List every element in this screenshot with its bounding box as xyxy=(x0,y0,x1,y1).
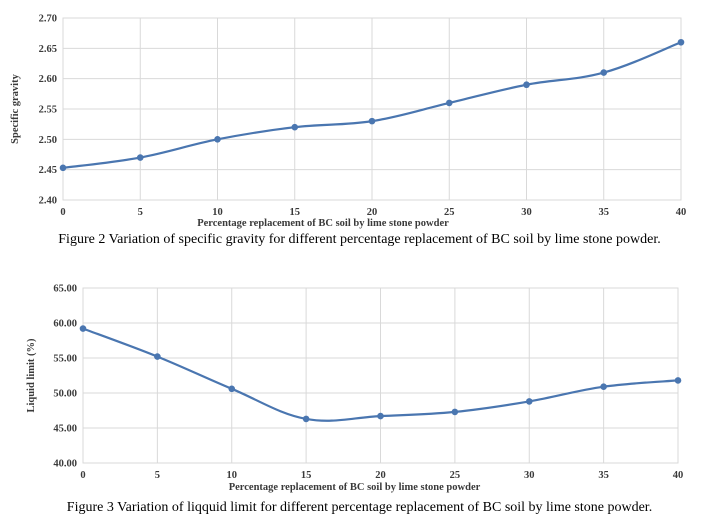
data-point xyxy=(79,325,87,332)
data-point xyxy=(302,415,310,423)
y-tick-label: 2.55 xyxy=(39,105,57,116)
x-tick-label: 25 xyxy=(444,207,455,218)
y-tick-label: 2.40 xyxy=(39,196,57,207)
y-tick-label: 55.00 xyxy=(53,354,77,365)
data-point xyxy=(600,69,608,76)
y-tick-label: 2.45 xyxy=(39,165,57,176)
x-tick-label: 20 xyxy=(367,207,378,218)
y-tick-label: 40.00 xyxy=(53,459,77,470)
data-point xyxy=(368,117,376,125)
data-point xyxy=(677,38,685,46)
x-tick-label: 35 xyxy=(599,207,610,218)
data-point xyxy=(291,123,299,131)
x-tick-label: 20 xyxy=(375,470,386,481)
x-tick-label: 25 xyxy=(450,470,461,481)
x-tick-label: 10 xyxy=(227,470,238,481)
x-tick-label: 10 xyxy=(212,207,223,218)
data-point xyxy=(674,377,682,384)
y-tick-label: 45.00 xyxy=(53,424,77,435)
data-point xyxy=(525,398,533,405)
y-tick-label: 2.50 xyxy=(39,135,57,146)
data-point xyxy=(59,164,67,172)
x-tick-label: 5 xyxy=(155,470,160,481)
data-point xyxy=(445,99,453,107)
data-point xyxy=(523,81,530,89)
x-axis-title: Percentage replacement of BC soil by lim… xyxy=(229,482,481,493)
x-tick-label: 40 xyxy=(676,207,687,218)
data-point xyxy=(600,383,607,390)
data-point xyxy=(228,385,236,393)
specific-gravity-chart: 2.40 2.45 2.50 2.55 2.60 2.65 2.70 0 5 10 15 20 25 30… xyxy=(10,14,687,230)
data-point xyxy=(451,408,459,416)
data-point xyxy=(154,353,161,360)
x-tick-label: 0 xyxy=(60,207,65,218)
y-tick-label: 60.00 xyxy=(53,319,77,330)
y-tick-label: 2.65 xyxy=(39,44,57,55)
x-tick-label: 15 xyxy=(290,207,301,218)
y-axis-title: Specific gravity xyxy=(10,73,21,143)
figure-caption: Figure 3 Variation of liqquid limit for … xyxy=(66,500,653,515)
y-tick-label: 65.00 xyxy=(53,284,77,295)
x-axis-title: Percentage replacement of BC soil by lim… xyxy=(197,218,449,229)
data-point xyxy=(136,154,144,161)
data-point xyxy=(214,136,221,143)
y-tick-label: 2.70 xyxy=(39,14,57,25)
x-tick-label: 30 xyxy=(524,470,535,481)
y-tick-label: 2.60 xyxy=(39,74,57,85)
x-tick-label: 40 xyxy=(673,470,684,481)
y-axis-title: Liquid limit (%) xyxy=(26,338,37,413)
x-tick-label: 30 xyxy=(521,207,532,218)
x-tick-label: 0 xyxy=(80,470,85,481)
y-tick-label: 50.00 xyxy=(53,389,77,400)
liquid-limit-chart: 40.00 45.00 50.00 55.00 60.00 65.00 0 5 10 15 20 25… xyxy=(26,284,684,494)
data-point xyxy=(377,412,384,420)
x-tick-label: 5 xyxy=(138,207,143,218)
x-tick-label: 15 xyxy=(301,470,312,481)
figure-specific-gravity: 2.40 2.45 2.50 2.55 2.60 2.65 2.70 0 5 10 15 20 25 30… xyxy=(10,14,687,248)
figure-caption: Figure 2 Variation of specific gravity f… xyxy=(58,232,661,247)
x-tick-label: 35 xyxy=(598,470,609,481)
figure-liquid-limit: 40.00 45.00 50.00 55.00 60.00 65.00 0 5 10 15 20 25… xyxy=(0,262,719,523)
